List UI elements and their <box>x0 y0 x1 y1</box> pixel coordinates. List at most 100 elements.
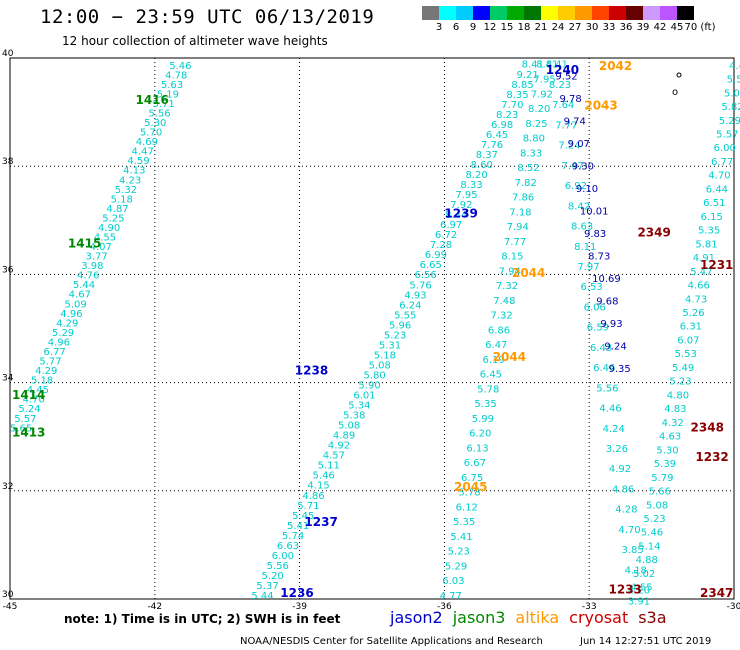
wave-height-point: 5.24 <box>18 404 40 415</box>
scale-label: 18 <box>517 22 531 33</box>
wave-height-point: 6.63 <box>277 541 299 552</box>
pass-id-label: 2043 <box>584 98 617 112</box>
wave-height-point: 5.38 <box>343 411 365 422</box>
wave-height-point: 3.26 <box>606 444 628 455</box>
wave-height-point: 8.15 <box>501 252 523 263</box>
wave-height-point: 7.95 <box>455 190 477 201</box>
wave-height-point: 4.63 <box>659 432 681 443</box>
wave-height-point: 8.41 <box>536 60 558 71</box>
wave-height-point: 5.30 <box>144 118 166 129</box>
wave-height-point: 5.90 <box>358 380 380 391</box>
wave-height-point: 8.20 <box>528 104 550 115</box>
wave-height-point: 5.80 <box>364 370 386 381</box>
wave-height-point: 7.48 <box>493 296 515 307</box>
wave-height-point: 5.02 <box>633 569 655 580</box>
wave-height-point: 5.25 <box>102 213 124 224</box>
wave-height-point: 8.42 <box>568 201 590 212</box>
marker-text: o <box>672 87 678 98</box>
scale-swatch <box>422 6 439 20</box>
wave-height-point: 5.18 <box>111 194 133 205</box>
wave-height-point: 5.30 <box>656 445 678 456</box>
scale-swatch <box>609 6 626 20</box>
wave-height-point: 6.13 <box>466 443 488 454</box>
wave-height-point: 4.18 <box>625 565 647 576</box>
y-tick-label: 36 <box>2 265 14 275</box>
wave-height-point: 5.09 <box>64 299 86 310</box>
pass-id-label: 1232 <box>695 450 728 464</box>
wave-height-point: 7.92 <box>450 200 472 211</box>
axis-ticks: -45 -42 -39 -36 -33 -30 30 32 34 36 38 40 <box>2 49 740 612</box>
pass-labels: 1416 1415 1414 1413 1240 1239 1238 1237 1236 2042… <box>12 59 733 600</box>
wave-height-point: 5.78 <box>477 384 499 395</box>
scale-label: 30 <box>585 22 599 33</box>
wave-height-point: 7.76 <box>481 140 503 151</box>
wave-height-point: 6.00 <box>714 143 736 154</box>
wave-height-point: 7.77 <box>555 120 577 131</box>
wave-height-point: 8.41 <box>522 60 544 71</box>
wave-height-point: 4.92 <box>328 441 350 452</box>
wave-height-point: 5.57 <box>14 414 36 425</box>
pass-id-label: 1414 <box>12 388 45 402</box>
wave-height-point: 5.35 <box>698 226 720 237</box>
pass-id-label: 2349 <box>637 226 670 240</box>
wave-height-point: 5.53 <box>675 349 697 360</box>
pass-id-label: 2045 <box>454 480 487 494</box>
y-tick-label: 34 <box>2 374 14 384</box>
wave-height-point: 4.70 <box>708 171 730 182</box>
wave-height-point: 9.30 <box>572 162 594 173</box>
wave-height-point: 5.32 <box>115 185 137 196</box>
wave-height-point: 5.23 <box>669 377 691 388</box>
wave-height-point: 6.43 <box>590 343 612 354</box>
wave-height-point: 8.33 <box>460 180 482 191</box>
wave-height-point: 4.96 <box>48 337 70 348</box>
wave-height-point: 4.89 <box>333 431 355 442</box>
wave-height-point: 6.97 <box>440 220 462 231</box>
wave-height-point: 7.86 <box>512 193 534 204</box>
wave-height-point: 9.74 <box>564 117 586 128</box>
scale-swatch <box>456 6 473 20</box>
pass-id-label: 1231 <box>700 258 733 272</box>
wave-height-point: 5.56 <box>148 109 170 120</box>
scale-label: 39 <box>636 22 650 33</box>
wave-height-point: 9.21 <box>517 70 539 81</box>
wave-height-point: 6.20 <box>469 429 491 440</box>
legend-jason2: jason2 <box>390 608 443 627</box>
wave-height-point: 6.59 <box>587 323 609 334</box>
wave-height-point: 4.13 <box>123 166 145 177</box>
scale-label: 27 <box>568 22 582 33</box>
wave-height-point: 9.10 <box>576 184 598 195</box>
wave-height-point: 4.57 <box>323 451 345 462</box>
wave-height-point: 5.53 <box>727 75 740 86</box>
wave-height-point: 9.07 <box>568 139 590 150</box>
pass-id-label: 2347 <box>700 586 733 600</box>
scale-label: 33 <box>602 22 616 33</box>
wave-height-point: 5.29 <box>445 561 467 572</box>
scale-label: 42 <box>653 22 667 33</box>
scale-label: 15 <box>500 22 514 33</box>
pass-id-label: 1415 <box>68 236 101 250</box>
wave-height-point: 8.52 <box>517 163 539 174</box>
wave-height-point: 6.47 <box>485 340 507 351</box>
wave-height-point: 8.80 <box>523 134 545 145</box>
wave-height-point: 5.79 <box>651 473 673 484</box>
x-tick-label: -33 <box>582 602 597 612</box>
wave-height-point: 5.05 <box>724 88 740 99</box>
wave-height-point: 5.41 <box>287 521 309 532</box>
wave-height-point: 4.07 <box>90 242 112 253</box>
legend-jason3: jason3 <box>452 608 506 627</box>
scale-swatch <box>575 6 592 20</box>
wave-height-point: 4.29 <box>56 318 78 329</box>
wave-height-point: 4.29 <box>35 366 57 377</box>
wave-height-point: 6.77 <box>711 157 733 168</box>
wave-height-point: 5.47 <box>690 267 712 278</box>
wave-height-point: 6.77 <box>44 347 66 358</box>
wave-height-point: 9.78 <box>559 94 581 105</box>
wave-height-point: 6.72 <box>435 230 457 241</box>
x-tick-label: -45 <box>3 602 18 612</box>
scale-swatch <box>592 6 609 20</box>
scale-swatch <box>677 6 694 20</box>
wave-height-point: 4.77 <box>440 591 462 602</box>
wave-height-point: 8.85 <box>511 80 533 91</box>
marker-circle <box>676 72 682 78</box>
